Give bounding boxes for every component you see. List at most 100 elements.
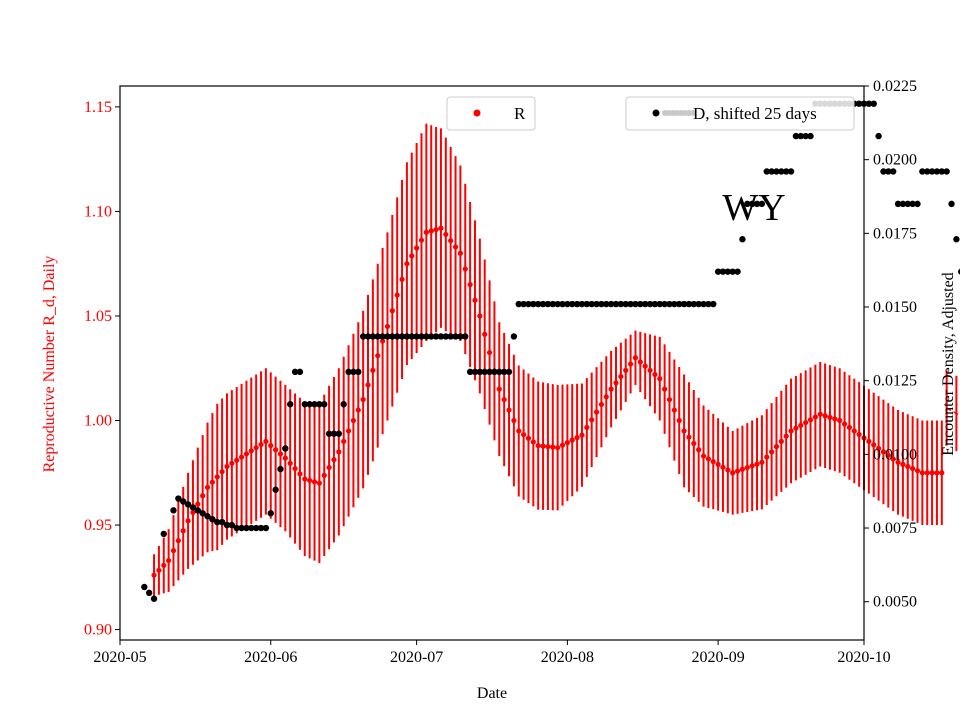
- d-point: [432, 333, 440, 340]
- r-point: [345, 428, 352, 434]
- d-point: [418, 333, 425, 340]
- r-point: [375, 353, 381, 359]
- d-point: [539, 300, 547, 308]
- r-point: [564, 440, 570, 446]
- x-tick-label: 2020-10: [837, 649, 890, 666]
- d-point: [350, 368, 357, 376]
- r-point: [409, 253, 415, 259]
- legend-d-marker: [652, 109, 660, 117]
- r-point: [725, 467, 731, 473]
- d-point: [466, 368, 474, 376]
- r-point: [384, 323, 391, 330]
- r-point: [540, 443, 546, 449]
- r-point: [754, 461, 760, 467]
- left-y-axis-label: Reproductive Number R_d, Daily: [41, 256, 58, 473]
- r-point: [812, 414, 818, 420]
- r-point: [827, 414, 833, 420]
- d-point: [588, 300, 595, 308]
- d-point: [369, 333, 377, 340]
- r-point: [637, 359, 643, 365]
- d-point: [807, 132, 814, 140]
- d-point: [277, 465, 284, 473]
- r-point: [195, 501, 201, 507]
- d-point: [194, 507, 202, 514]
- d-point: [578, 300, 586, 308]
- x-axis-label: Date: [477, 685, 507, 702]
- d-point: [928, 168, 936, 175]
- d-point: [632, 300, 639, 308]
- r-point: [302, 476, 308, 482]
- r-point: [715, 461, 721, 467]
- d-point: [763, 168, 770, 175]
- d-point: [223, 521, 231, 529]
- r-point: [691, 440, 697, 447]
- d-point: [700, 300, 707, 308]
- r-point: [686, 434, 692, 440]
- d-point: [855, 100, 863, 107]
- r-point: [282, 455, 288, 461]
- r-point: [170, 548, 177, 554]
- y-left-tick-label: 1.05: [84, 308, 112, 325]
- r-point: [846, 424, 853, 431]
- r-point: [525, 435, 532, 441]
- r-point: [555, 445, 561, 451]
- r-point: [379, 338, 386, 344]
- d-point: [865, 100, 873, 107]
- d-point: [695, 300, 702, 308]
- r-point: [769, 449, 775, 455]
- d-point: [311, 401, 318, 408]
- legend-r-frame: [446, 96, 536, 131]
- r-point: [336, 449, 342, 455]
- d-point: [646, 300, 654, 308]
- r-point: [414, 245, 420, 251]
- d-point: [233, 524, 240, 532]
- legend-r: R: [446, 96, 536, 131]
- r-point: [287, 460, 293, 466]
- d-point: [622, 300, 629, 308]
- d-point: [442, 333, 450, 340]
- d-point: [729, 268, 736, 275]
- r-point: [224, 463, 230, 470]
- r-point: [253, 445, 259, 451]
- d-point: [549, 300, 556, 308]
- r-point: [311, 479, 318, 485]
- d-point: [398, 333, 406, 340]
- r-point: [161, 562, 167, 569]
- r-point: [764, 454, 770, 460]
- d-point: [510, 333, 518, 340]
- x-tick-label: 2020-07: [390, 649, 443, 666]
- r-point: [681, 428, 687, 434]
- d-point: [423, 333, 430, 340]
- r-point: [773, 444, 780, 450]
- d-point: [335, 430, 343, 437]
- r-point: [448, 238, 454, 244]
- r-point: [914, 468, 921, 474]
- x-tick-label: 2020-08: [541, 649, 594, 666]
- r-point: [156, 567, 162, 573]
- x-tick-label: 2020-09: [691, 649, 744, 666]
- x-tick-label: 2020-06: [244, 649, 297, 666]
- r-point: [243, 451, 250, 457]
- d-point: [384, 333, 391, 340]
- r-point: [457, 250, 463, 256]
- r-point: [326, 464, 332, 471]
- r-point: [423, 229, 429, 235]
- r-point: [185, 518, 191, 524]
- r-point: [598, 401, 605, 408]
- r-point: [365, 382, 371, 388]
- r-point: [696, 447, 702, 453]
- r-point: [462, 266, 468, 272]
- d-point: [262, 524, 270, 532]
- d-point: [189, 504, 197, 511]
- d-point: [199, 510, 206, 517]
- legend-d-faded-markers: [662, 110, 696, 116]
- r-point: [623, 367, 629, 373]
- d-point: [325, 430, 333, 437]
- y-right-tick-label: 0.0225: [873, 78, 917, 95]
- r-point: [817, 411, 823, 417]
- d-point: [355, 368, 362, 376]
- r-point: [730, 470, 736, 476]
- d-point: [364, 333, 372, 340]
- legend-r-marker: [473, 109, 481, 117]
- r-point: [919, 470, 925, 476]
